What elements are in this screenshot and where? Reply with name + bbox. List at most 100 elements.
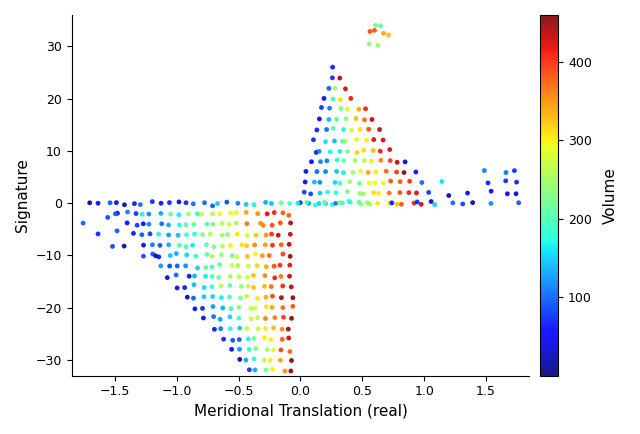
Point [342,148,353,155]
Point [285,200,295,207]
Point [330,179,340,186]
Point [243,274,253,281]
Point [301,168,311,175]
Point [200,273,211,280]
Point [309,179,319,186]
Point [252,262,262,269]
Point [315,190,325,197]
Point [218,243,228,250]
Point [207,273,217,280]
Point [246,315,256,322]
Point [339,126,349,133]
Point [339,169,349,176]
Point [202,241,212,248]
Point [269,274,280,281]
Point [232,253,242,260]
Point [278,314,289,321]
Point [330,138,340,145]
Point [354,106,364,113]
Point [275,219,285,226]
Point [328,95,338,102]
Point [322,158,332,164]
Point [202,220,212,227]
Point [192,210,202,217]
Point [278,283,288,289]
Point [250,241,260,248]
Point [165,252,175,259]
Point [511,179,522,186]
Point [354,199,364,206]
Point [189,230,200,237]
Point [332,157,342,164]
Point [310,202,321,209]
Point [356,201,366,208]
Point [249,201,259,208]
Point [509,167,520,174]
Point [268,347,278,354]
Point [276,199,286,206]
Point [387,199,397,206]
Point [337,138,348,145]
Point [264,252,275,259]
Y-axis label: Signature: Signature [15,158,30,232]
Point [342,188,353,195]
Point [145,230,155,237]
Point [321,200,331,207]
Point [234,273,244,280]
Point [155,242,165,249]
Point [267,222,277,229]
Point [183,210,193,217]
Point [301,199,312,206]
Point [172,263,182,270]
Point [412,190,422,197]
Point [162,274,172,281]
Point [172,250,182,257]
Point [286,357,296,364]
Point [173,211,184,218]
Point [513,199,524,206]
Point [268,293,278,299]
Point [199,293,209,300]
Point [144,210,154,217]
Point [154,253,164,260]
Point [201,264,211,271]
Point [346,95,356,102]
Point [321,168,331,175]
Point [112,227,122,234]
Point [156,263,166,270]
Point [335,180,345,187]
Point [171,272,181,279]
Point [284,241,294,248]
Point [371,22,381,29]
Point [424,189,434,196]
Point [342,105,353,112]
Point [200,199,210,206]
Point [321,126,332,133]
Point [188,242,198,249]
Point [324,85,334,92]
Point [147,241,157,248]
Point [144,221,154,228]
Point [262,346,273,353]
Point [193,265,203,272]
Point [355,180,365,187]
Point [268,366,278,373]
Point [366,158,376,164]
Point [174,198,184,205]
Point [234,304,244,311]
Point [84,199,95,206]
Point [324,116,334,123]
Point [339,157,349,164]
Point [180,221,191,228]
Point [207,210,218,217]
Point [372,200,383,207]
Point [404,189,414,196]
Point [137,231,147,238]
Point [395,178,405,185]
Point [370,179,380,186]
Point [189,281,199,288]
Point [266,231,276,238]
Point [236,283,246,290]
Point [259,283,269,290]
Point [378,30,388,37]
